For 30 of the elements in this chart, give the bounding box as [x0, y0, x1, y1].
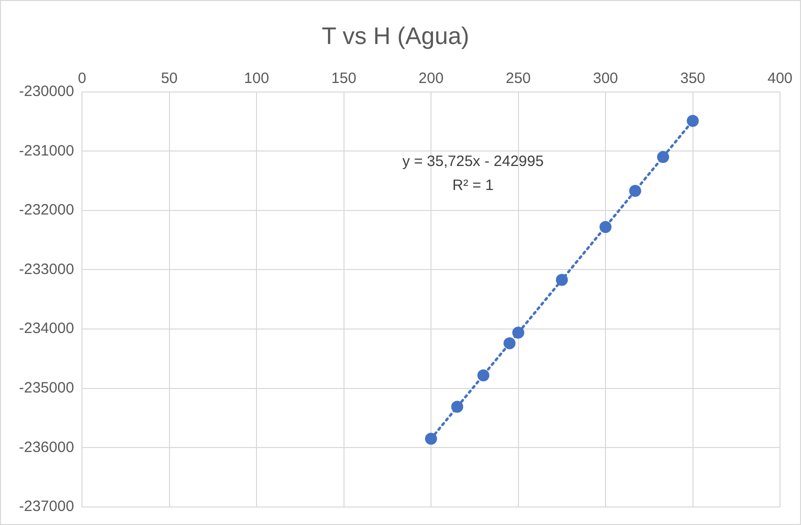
x-tick-label: 50: [160, 70, 178, 87]
x-tick-label: 150: [331, 70, 356, 87]
point: [600, 221, 612, 234]
y-tick-label: -232000: [18, 202, 74, 219]
y-tick-label: -234000: [18, 320, 74, 338]
x-tick-label: 250: [506, 70, 531, 87]
point: [512, 326, 524, 339]
y-tick-label: -230000: [18, 82, 74, 100]
y-tick-label: -231000: [18, 142, 74, 160]
x-tick-label: 300: [592, 70, 618, 87]
point: [425, 432, 438, 445]
point: [556, 274, 568, 286]
point: [477, 369, 490, 382]
x-tick-label: 100: [244, 70, 270, 87]
chart-title: T vs H (Agua): [322, 23, 470, 50]
point: [451, 400, 464, 413]
annotation: y = 35,725x - 242995: [402, 152, 544, 170]
point: [629, 184, 642, 197]
x-tick-label: 200: [418, 70, 444, 87]
point: [657, 151, 670, 164]
y-tick-label: -236000: [18, 438, 74, 456]
x-tick-label: 400: [767, 70, 793, 87]
x-tick-label: 0: [78, 70, 86, 87]
y-tick-label: -235000: [18, 380, 74, 397]
y-tick-label: -237000: [18, 498, 74, 516]
y-tick-label: -233000: [18, 260, 74, 278]
point: [686, 114, 699, 127]
point: [504, 337, 516, 350]
annotation: R² = 1: [452, 176, 494, 194]
x-tick-label: 350: [680, 70, 706, 87]
